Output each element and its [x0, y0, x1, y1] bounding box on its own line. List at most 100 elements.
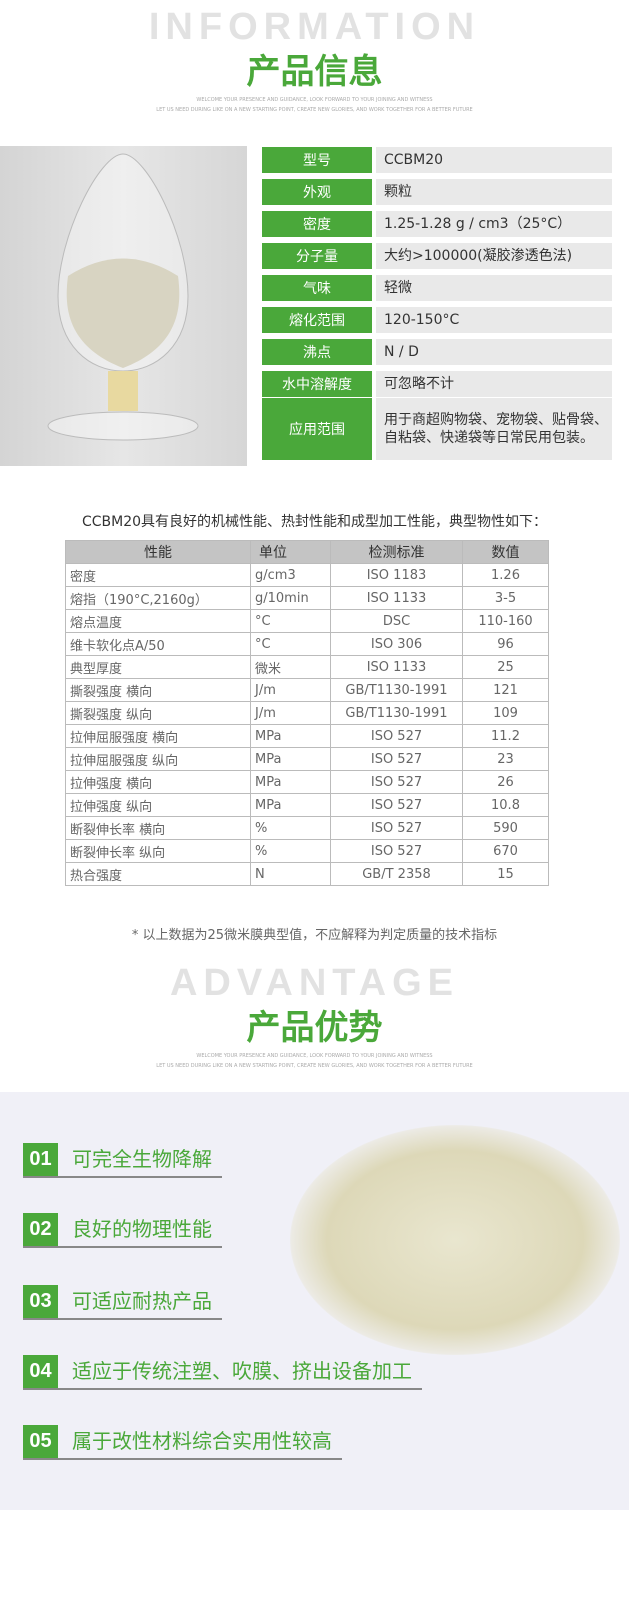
advantage-item: 02 良好的物理性能 — [23, 1213, 222, 1248]
table-row: 拉伸屈服强度 横向 MPa ISO 527 11.2 — [65, 724, 549, 748]
info-value: 120-150°C — [376, 307, 612, 333]
cell-standard: ISO 527 — [330, 793, 463, 817]
cell-unit: MPa — [250, 747, 331, 771]
properties-intro: CCBM20具有良好的机械性能、热封性能和成型加工性能，典型物性如下： — [81, 514, 548, 530]
advantage-item: 03 可适应耐热产品 — [23, 1285, 222, 1320]
cell-unit: MPa — [250, 793, 331, 817]
info-label: 外观 — [262, 179, 372, 205]
table-row: 热合强度 N GB/T 2358 15 — [65, 862, 549, 886]
cell-property: 热合强度 — [65, 862, 251, 886]
cell-property: 密度 — [65, 563, 251, 587]
table-row: 典型厚度 微米 ISO 1133 25 — [65, 655, 549, 679]
cell-standard: DSC — [330, 609, 463, 633]
cell-unit: N — [250, 862, 331, 886]
cell-unit: MPa — [250, 724, 331, 748]
info-label: 水中溶解度 — [262, 371, 372, 397]
col-header: 性能 — [65, 540, 251, 564]
table-row: 拉伸屈服强度 纵向 MPa ISO 527 23 — [65, 747, 549, 771]
info-row: 密度 1.25-1.28 g / cm3（25°C） — [262, 211, 612, 237]
cell-standard: ISO 1133 — [330, 655, 463, 679]
info-subtitle-2: LET US NEED DURING LIKE ON A NEW STARTIN… — [156, 107, 473, 113]
cell-property: 撕裂强度 横向 — [65, 678, 251, 702]
advantage-text: 属于改性材料综合实用性较高 — [72, 1429, 332, 1453]
info-subtitle-1: WELCOME YOUR PRESENCE AND GUIDANCE, LOOK… — [196, 97, 433, 103]
info-value: 颗粒 — [376, 179, 612, 205]
cell-standard: GB/T 2358 — [330, 862, 463, 886]
cell-value: 11.2 — [462, 724, 549, 748]
info-value: 用于商超购物袋、宠物袋、贴骨袋、自粘袋、快递袋等日常民用包装。 — [376, 398, 612, 460]
cell-unit: MPa — [250, 770, 331, 794]
table-row: 断裂伸长率 纵向% ISO 527 670 — [65, 839, 549, 863]
cell-value: 26 — [462, 770, 549, 794]
cell-property: 典型厚度 — [65, 655, 251, 679]
cell-standard: ISO 527 — [330, 770, 463, 794]
info-row: 型号 CCBM20 — [262, 147, 612, 173]
cell-property: 熔点温度 — [65, 609, 251, 633]
cell-value: 121 — [462, 678, 549, 702]
info-label: 型号 — [262, 147, 372, 173]
cell-property: 熔指（190°C,2160g） — [65, 586, 251, 610]
table-row: 拉伸强度 横向 MPa ISO 527 26 — [65, 770, 549, 794]
info-title: 产品信息 — [246, 52, 383, 92]
info-label: 气味 — [262, 275, 372, 301]
col-header: 单位 — [250, 540, 331, 564]
info-row: 熔化范围 120-150°C — [262, 307, 612, 333]
cell-property: 拉伸强度 横向 — [65, 770, 251, 794]
info-value: CCBM20 — [376, 147, 612, 173]
advantage-text: 可适应耐热产品 — [72, 1289, 212, 1313]
table-note: * 以上数据为25微米膜典型值，不应解释为判定质量的技术指标 — [131, 928, 498, 943]
cell-standard: ISO 1133 — [330, 586, 463, 610]
cell-value: 23 — [462, 747, 549, 771]
cell-value: 1.26 — [462, 563, 549, 587]
cell-standard: ISO 527 — [330, 724, 463, 748]
advantage-number: 02 — [23, 1213, 58, 1246]
table-row: 熔指（190°C,2160g） g/10min ISO 1133 3-5 — [65, 586, 549, 610]
cell-standard: GB/T1130-1991 — [330, 701, 463, 725]
cell-standard: ISO 527 — [330, 747, 463, 771]
cell-property: 断裂伸长率 纵向 — [65, 839, 251, 863]
cell-value: 10.8 — [462, 793, 549, 817]
properties-table: 性能 单位 检测标准 数值 密度 g/cm3 ISO 1183 1.26 熔指（190°… — [65, 540, 549, 886]
info-row: 外观 颗粒 — [262, 179, 612, 205]
cell-unit: % — [250, 816, 331, 840]
adv-subtitle-2: LET US NEED DURING LIKE ON A NEW STARTIN… — [156, 1063, 473, 1069]
info-row: 水中溶解度 可忽略不计 — [262, 371, 612, 397]
advantage-text: 良好的物理性能 — [72, 1217, 212, 1241]
advantage-item: 05 属于改性材料综合实用性较高 — [23, 1425, 342, 1460]
cell-property: 拉伸屈服强度 纵向 — [65, 747, 251, 771]
cell-value: 96 — [462, 632, 549, 656]
adv-bg-word: ADVANTAGE — [169, 962, 460, 1004]
cell-unit: g/cm3 — [250, 563, 331, 587]
table-row: 密度 g/cm3 ISO 1183 1.26 — [65, 563, 549, 587]
cell-unit: g/10min — [250, 586, 331, 610]
cell-unit: % — [250, 839, 331, 863]
cell-standard: ISO 527 — [330, 816, 463, 840]
cell-standard: ISO 306 — [330, 632, 463, 656]
cell-property: 拉伸强度 纵向 — [65, 793, 251, 817]
col-header: 数值 — [462, 540, 549, 564]
info-label: 应用范围 — [262, 398, 372, 460]
cell-standard: ISO 1183 — [330, 563, 463, 587]
cell-value: 590 — [462, 816, 549, 840]
info-row: 应用范围 用于商超购物袋、宠物袋、贴骨袋、自粘袋、快递袋等日常民用包装。 — [262, 398, 612, 460]
cell-value: 3-5 — [462, 586, 549, 610]
table-row: 熔点温度 °C DSC 110-160 — [65, 609, 549, 633]
pellets-image — [290, 1125, 620, 1355]
cell-standard: ISO 527 — [330, 839, 463, 863]
advantage-number: 04 — [23, 1355, 58, 1388]
info-label: 沸点 — [262, 339, 372, 365]
advantage-number: 05 — [23, 1425, 58, 1458]
info-label: 密度 — [262, 211, 372, 237]
table-row: 维卡软化点A/50 °C ISO 306 96 — [65, 632, 549, 656]
cell-property: 断裂伸长率 横向 — [65, 816, 251, 840]
info-value: 轻微 — [376, 275, 612, 301]
info-row: 沸点 N / D — [262, 339, 612, 365]
advantage-text: 适应于传统注塑、吹膜、挤出设备加工 — [72, 1359, 412, 1383]
adv-title: 产品优势 — [246, 1008, 383, 1048]
cell-value: 109 — [462, 701, 549, 725]
info-row: 分子量 大约>100000(凝胶渗透色法) — [262, 243, 612, 269]
advantage-number: 03 — [23, 1285, 58, 1318]
info-label: 熔化范围 — [262, 307, 372, 333]
cell-value: 25 — [462, 655, 549, 679]
cell-value: 670 — [462, 839, 549, 863]
